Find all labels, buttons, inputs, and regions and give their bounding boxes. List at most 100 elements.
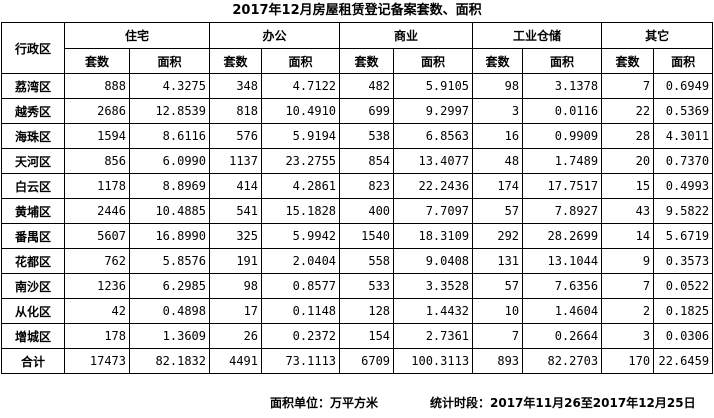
- area-cell: 22.6459: [653, 348, 714, 374]
- unit-count-cell: 3: [601, 323, 655, 349]
- district-name: 白云区: [1, 173, 65, 199]
- total-row: 合计 17473 82.1832 4491 73.1113 6709 100.3113 893…: [1, 348, 714, 374]
- unit-count-cell: 22: [601, 98, 655, 124]
- group-header-office: 办公: [209, 22, 341, 49]
- sub-header-units: 套数: [601, 48, 655, 74]
- area-cell: 0.8577: [261, 273, 341, 299]
- unit-count-cell: 856: [64, 148, 130, 174]
- unit-count-cell: 174: [472, 173, 524, 199]
- district-name: 番禺区: [1, 223, 65, 249]
- area-cell: 3.3528: [393, 273, 474, 299]
- area-cell: 4.3011: [653, 123, 714, 149]
- unit-count-cell: 98: [209, 273, 263, 299]
- area-cell: 0.4898: [128, 298, 211, 324]
- area-cell: 12.8539: [128, 98, 211, 124]
- district-name: 南沙区: [1, 273, 65, 299]
- district-name: 从化区: [1, 298, 65, 324]
- unit-count-cell: 170: [601, 348, 655, 374]
- unit-count-cell: 818: [209, 98, 263, 124]
- unit-count-cell: 42: [64, 298, 130, 324]
- table-row: 海珠区 1594 8.6116 576 5.9194 538 6.8563 16 0.9909 2…: [1, 123, 714, 149]
- unit-count-cell: 191: [209, 248, 263, 274]
- group-header-other: 其它: [601, 22, 714, 49]
- area-cell: 10.4885: [128, 198, 211, 224]
- area-cell: 0.4993: [653, 173, 714, 199]
- area-cell: 0.9909: [522, 123, 603, 149]
- area-cell: 0.0306: [653, 323, 714, 349]
- unit-count-cell: 1594: [64, 123, 130, 149]
- area-cell: 1.3609: [128, 323, 211, 349]
- area-cell: 82.2703: [522, 348, 603, 374]
- unit-count-cell: 98: [472, 73, 524, 99]
- district-name: 增城区: [1, 323, 65, 349]
- table-row: 越秀区 2686 12.8539 818 10.4910 699 9.2997 3 0.0116…: [1, 98, 714, 124]
- unit-count-cell: 538: [339, 123, 395, 149]
- unit-count-cell: 699: [339, 98, 395, 124]
- unit-count-cell: 7: [472, 323, 524, 349]
- area-cell: 73.1113: [261, 348, 341, 374]
- table-row: 黄埔区 2446 10.4885 541 15.1828 400 7.7097 57 7.892…: [1, 198, 714, 224]
- unit-count-cell: 1540: [339, 223, 395, 249]
- area-cell: 5.9942: [261, 223, 341, 249]
- area-cell: 15.1828: [261, 198, 341, 224]
- header-row-subcolumns: 套数 面积 套数 面积 套数 面积 套数 面积 套数 面积: [2, 48, 714, 74]
- area-cell: 0.2372: [261, 323, 341, 349]
- unit-count-cell: 57: [472, 273, 524, 299]
- table-title: 2017年12月房屋租赁登记备案套数、面积: [232, 3, 482, 18]
- area-cell: 18.3109: [393, 223, 474, 249]
- unit-count-cell: 7: [601, 73, 655, 99]
- table-row: 从化区 42 0.4898 17 0.1148 128 1.4432 10 1.4604 2 0.1…: [1, 298, 714, 324]
- unit-count-cell: 6709: [339, 348, 395, 374]
- table-row: 天河区 856 6.0990 1137 23.2755 854 13.4077 48 1.748…: [1, 148, 714, 174]
- area-cell: 0.0522: [653, 273, 714, 299]
- area-cell: 16.8990: [128, 223, 211, 249]
- area-cell: 6.8563: [393, 123, 474, 149]
- area-unit-note: 面积单位：万平方米: [270, 396, 379, 410]
- unit-count-cell: 20: [601, 148, 655, 174]
- sub-header-area: 面积: [393, 48, 474, 74]
- unit-count-cell: 3: [472, 98, 524, 124]
- table-footer: 面积单位：万平方米 统计时段：2017年11月26至2017年12月25日: [0, 388, 714, 414]
- area-cell: 0.6949: [653, 73, 714, 99]
- unit-count-cell: 348: [209, 73, 263, 99]
- rental-registration-table: 行政区 住宅 办公 商业 工业仓储 其它 套数 面积 套数 面积 套数 面积 套…: [1, 22, 714, 374]
- area-cell: 7.6356: [522, 273, 603, 299]
- district-name: 花都区: [1, 248, 65, 274]
- unit-count-cell: 576: [209, 123, 263, 149]
- district-name: 越秀区: [1, 98, 65, 124]
- sub-header-units: 套数: [64, 48, 130, 74]
- unit-count-cell: 400: [339, 198, 395, 224]
- unit-count-cell: 2: [601, 298, 655, 324]
- unit-count-cell: 1178: [64, 173, 130, 199]
- unit-count-cell: 541: [209, 198, 263, 224]
- area-cell: 9.0408: [393, 248, 474, 274]
- group-header-commercial: 商业: [339, 22, 474, 49]
- table-row: 白云区 1178 8.8969 414 4.2861 823 22.2436 174 17.75…: [1, 173, 714, 199]
- area-cell: 5.8576: [128, 248, 211, 274]
- unit-count-cell: 17: [209, 298, 263, 324]
- area-cell: 0.5369: [653, 98, 714, 124]
- unit-count-cell: 26: [209, 323, 263, 349]
- area-cell: 5.6719: [653, 223, 714, 249]
- sub-header-units: 套数: [472, 48, 524, 74]
- unit-count-cell: 414: [209, 173, 263, 199]
- area-cell: 13.4077: [393, 148, 474, 174]
- area-cell: 9.2997: [393, 98, 474, 124]
- sub-header-area: 面积: [261, 48, 341, 74]
- table-row: 荔湾区 888 4.3275 348 4.7122 482 5.9105 98 3.1378 7 0…: [1, 73, 714, 99]
- area-cell: 0.1148: [261, 298, 341, 324]
- area-cell: 1.4432: [393, 298, 474, 324]
- statistics-period-note: 统计时段：2017年11月26至2017年12月25日: [430, 396, 696, 410]
- unit-count-cell: 762: [64, 248, 130, 274]
- area-cell: 5.9194: [261, 123, 341, 149]
- area-cell: 22.2436: [393, 173, 474, 199]
- area-cell: 2.0404: [261, 248, 341, 274]
- district-name: 荔湾区: [1, 73, 65, 99]
- unit-count-cell: 28: [601, 123, 655, 149]
- sub-header-area: 面积: [128, 48, 211, 74]
- unit-count-cell: 5607: [64, 223, 130, 249]
- area-cell: 0.3573: [653, 248, 714, 274]
- unit-count-cell: 10: [472, 298, 524, 324]
- group-header-industrial-warehouse: 工业仓储: [472, 22, 603, 49]
- area-cell: 7.8927: [522, 198, 603, 224]
